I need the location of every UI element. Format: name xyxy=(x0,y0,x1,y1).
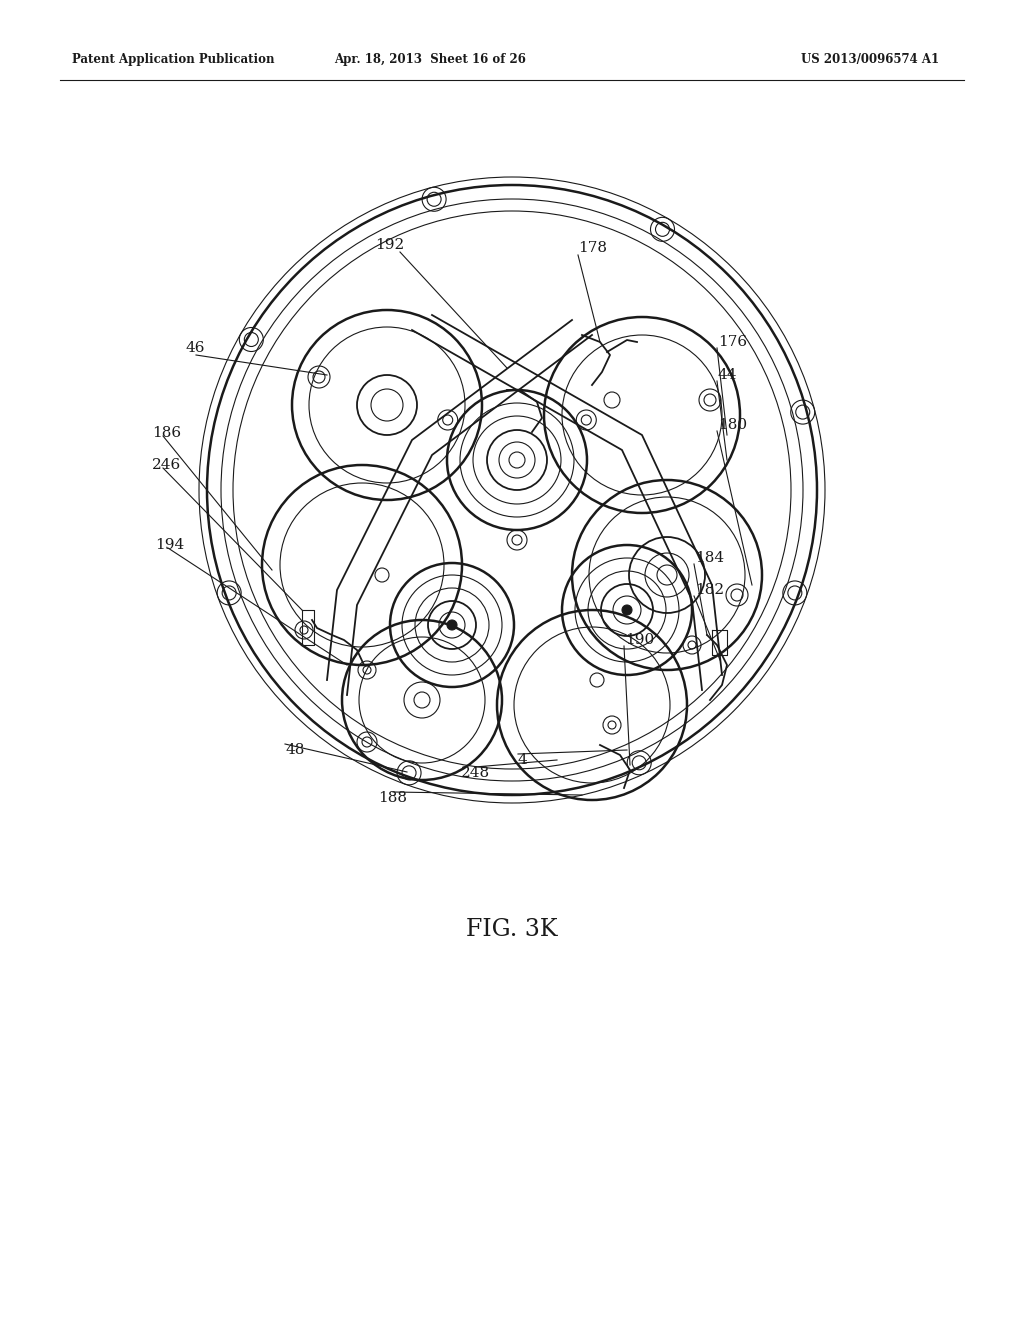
Text: 190: 190 xyxy=(625,634,654,647)
Circle shape xyxy=(447,620,457,630)
Text: 248: 248 xyxy=(461,766,489,780)
Text: 246: 246 xyxy=(152,458,181,473)
Text: 188: 188 xyxy=(379,791,408,805)
Text: FIG. 3K: FIG. 3K xyxy=(466,919,558,941)
Text: Patent Application Publication: Patent Application Publication xyxy=(72,54,274,66)
Text: 192: 192 xyxy=(376,238,404,252)
Text: 180: 180 xyxy=(718,418,748,432)
Text: 46: 46 xyxy=(185,341,205,355)
Text: US 2013/0096574 A1: US 2013/0096574 A1 xyxy=(801,54,939,66)
Circle shape xyxy=(622,605,632,615)
Text: 178: 178 xyxy=(578,242,607,255)
Text: 182: 182 xyxy=(695,583,724,597)
Text: 186: 186 xyxy=(152,426,181,440)
Text: 194: 194 xyxy=(155,539,184,552)
Text: 48: 48 xyxy=(285,743,304,756)
Text: 4: 4 xyxy=(518,752,527,767)
Text: 44: 44 xyxy=(718,368,737,381)
Text: 176: 176 xyxy=(718,335,748,348)
Text: Apr. 18, 2013  Sheet 16 of 26: Apr. 18, 2013 Sheet 16 of 26 xyxy=(334,54,526,66)
Text: 184: 184 xyxy=(695,550,724,565)
